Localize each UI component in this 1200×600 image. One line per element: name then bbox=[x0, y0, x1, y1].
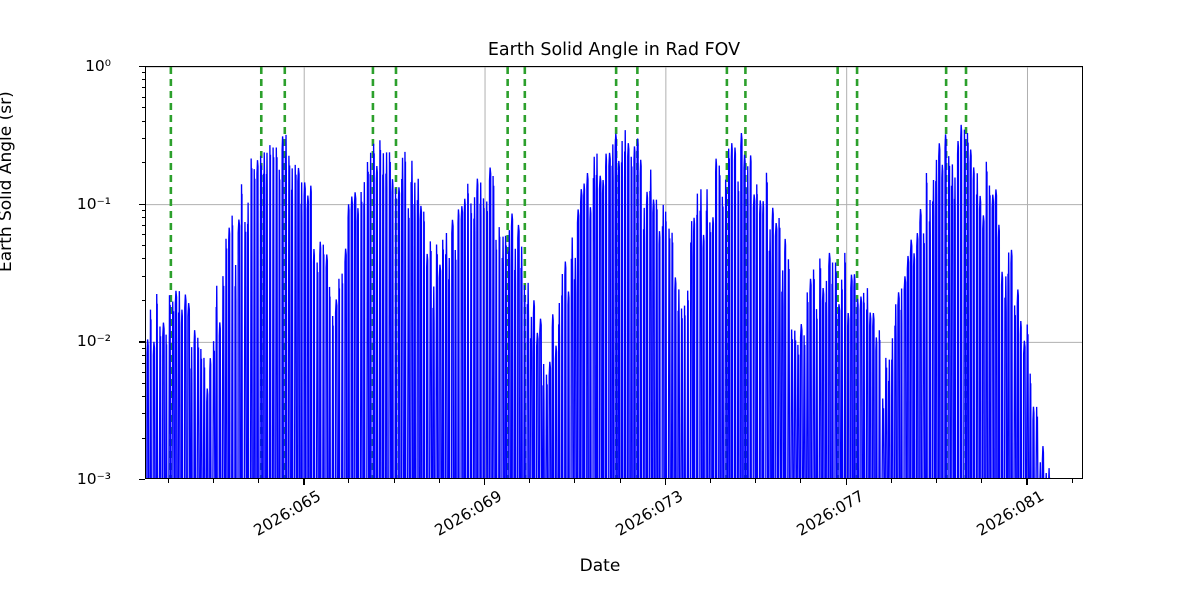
y-tick-minor bbox=[141, 87, 145, 89]
x-tick-minor bbox=[393, 479, 395, 483]
x-tick-minor bbox=[890, 479, 892, 483]
x-tick-minor bbox=[212, 479, 214, 483]
x-tick-major bbox=[664, 479, 667, 485]
y-tick-major bbox=[139, 203, 145, 205]
x-tick-label: 2026:077 bbox=[793, 487, 867, 540]
y-tick-label: 10⁻³ bbox=[76, 470, 111, 488]
x-tick-minor bbox=[981, 479, 983, 483]
x-axis-label: Date bbox=[579, 556, 621, 576]
plot-area bbox=[145, 66, 1083, 479]
data-series-line bbox=[146, 124, 1051, 478]
x-tick-label: 2026:069 bbox=[431, 487, 506, 540]
y-tick-major bbox=[139, 66, 145, 68]
y-tick-minor bbox=[141, 137, 145, 139]
y-tick-minor bbox=[141, 245, 145, 247]
y-tick-minor bbox=[141, 120, 145, 122]
y-tick-minor bbox=[141, 299, 145, 301]
y-tick-minor bbox=[141, 437, 145, 439]
x-tick-label: 2026:073 bbox=[612, 487, 686, 540]
y-tick-minor bbox=[141, 347, 145, 349]
y-tick-minor bbox=[141, 79, 145, 81]
y-tick-label: 10⁻² bbox=[76, 332, 111, 351]
y-tick-minor bbox=[141, 96, 145, 98]
x-tick-minor bbox=[936, 479, 938, 483]
plot-clip bbox=[146, 67, 1082, 478]
y-tick-label: 10⁰ bbox=[85, 57, 111, 75]
y-tick-minor bbox=[141, 413, 145, 415]
series-svg bbox=[146, 67, 1082, 478]
x-tick-label: 2026:081 bbox=[974, 487, 1048, 540]
x-tick-minor bbox=[529, 479, 531, 483]
x-tick-minor bbox=[710, 479, 712, 483]
y-tick-minor bbox=[141, 107, 145, 109]
y-tick-minor bbox=[141, 72, 145, 74]
x-tick-minor bbox=[167, 479, 169, 483]
x-tick-minor bbox=[438, 479, 440, 483]
x-tick-minor bbox=[574, 479, 576, 483]
x-tick-major bbox=[845, 479, 847, 485]
y-tick-minor bbox=[141, 162, 145, 164]
x-tick-major bbox=[1026, 479, 1028, 485]
y-tick-major bbox=[139, 341, 145, 343]
x-tick-minor bbox=[258, 479, 259, 483]
chart-title: Earth Solid Angle in Rad FOV bbox=[487, 40, 741, 60]
y-tick-minor bbox=[141, 258, 145, 260]
x-tick-minor bbox=[348, 479, 350, 483]
x-tick-minor bbox=[619, 479, 621, 483]
y-tick-minor bbox=[141, 382, 145, 384]
y-tick-minor bbox=[141, 354, 145, 356]
x-tick-label: 2026:065 bbox=[250, 487, 325, 540]
x-tick-minor bbox=[755, 479, 757, 483]
x-tick-minor bbox=[1071, 479, 1073, 483]
y-tick-minor bbox=[141, 371, 145, 373]
y-tick-minor bbox=[141, 362, 145, 364]
y-tick-minor bbox=[141, 224, 145, 226]
y-tick-minor bbox=[141, 217, 145, 218]
y-tick-minor bbox=[141, 275, 145, 277]
y-axis-label: Earth Solid Angle (sr) bbox=[0, 91, 16, 272]
y-tick-minor bbox=[141, 396, 145, 398]
y-tick-minor bbox=[141, 234, 145, 236]
x-tick-major bbox=[484, 479, 486, 485]
x-tick-minor bbox=[800, 479, 802, 483]
y-tick-major bbox=[139, 479, 145, 481]
y-tick-label: 10⁻¹ bbox=[76, 194, 111, 213]
x-tick-major bbox=[303, 479, 305, 485]
y-tick-minor bbox=[141, 209, 145, 211]
